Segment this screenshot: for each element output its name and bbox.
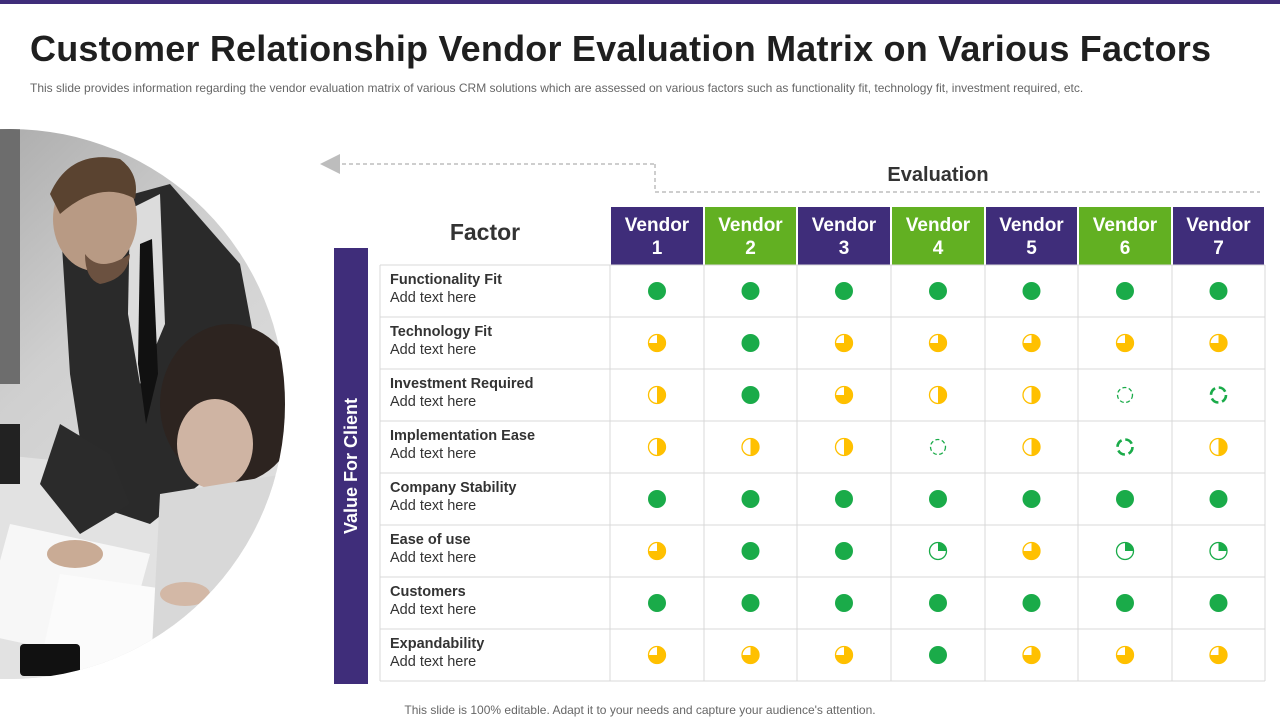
rating-full-icon (741, 282, 760, 300)
factor-row-functionality-fit: Functionality Fit Add text here (390, 272, 502, 306)
vendor-header-1: Vendor 1 (611, 207, 703, 265)
rating-half-icon (647, 437, 667, 457)
rating-full-icon (741, 490, 760, 508)
factor-row-technology-fit: Technology Fit Add text here (390, 324, 493, 358)
evaluation-label: Evaluation (887, 164, 989, 186)
factor-row-customers: Customers Add text here (390, 584, 477, 618)
vendor-header-2: Vendor 2 (705, 207, 796, 265)
rating-full-icon (741, 334, 760, 352)
rating-half-icon (1022, 437, 1041, 457)
rating-full-icon (835, 594, 853, 612)
rating-three-quarter-icon (834, 385, 854, 405)
rating-three-quarter-icon (1022, 645, 1041, 665)
rating-quarter-icon (1209, 541, 1228, 561)
rating-half-icon (741, 437, 760, 457)
rating-full-icon (929, 490, 947, 508)
rating-three-quarter-icon (928, 333, 948, 353)
factor-row-expandability: Expandability Add text here (390, 636, 485, 670)
rating-three-quarter-icon (647, 333, 667, 353)
rating-full-icon (648, 490, 666, 508)
vendor-header-5: Vendor 5 (986, 207, 1077, 265)
rating-empty-dashed-bold-icon (1116, 438, 1134, 456)
rating-three-quarter-icon (1115, 333, 1135, 353)
rating-full-icon (835, 282, 853, 300)
rating-full-icon (1022, 490, 1041, 508)
rating-full-icon (741, 386, 760, 404)
rating-full-icon (648, 282, 666, 300)
rating-full-icon (1116, 490, 1134, 508)
rating-empty-dashed-bold-icon (1209, 386, 1228, 404)
factor-row-investment-required: Investment Required Add text here (390, 376, 534, 410)
rating-half-icon (834, 437, 854, 457)
factor-header: Factor (449, 219, 521, 245)
rating-three-quarter-icon (647, 645, 667, 665)
rating-full-icon (1209, 282, 1228, 300)
rating-three-quarter-icon (834, 333, 854, 353)
rating-full-icon (648, 594, 666, 612)
rating-full-icon (741, 542, 760, 560)
rating-three-quarter-icon (1209, 333, 1228, 353)
rating-full-icon (835, 490, 853, 508)
rating-three-quarter-icon (834, 645, 854, 665)
rating-empty-dashed-icon (929, 438, 947, 456)
rating-full-icon (1116, 594, 1134, 612)
rating-full-icon (929, 594, 947, 612)
business-meeting-photo (0, 124, 285, 686)
rating-quarter-icon (1115, 541, 1135, 561)
vendor-header-4: Vendor 4 (892, 207, 984, 265)
factor-row-company-stability: Company Stability Add text here (390, 480, 517, 514)
rating-three-quarter-icon (1209, 645, 1228, 665)
value-for-client-bar: Value For Client (334, 248, 368, 684)
top-accent-bar (0, 0, 1280, 4)
rating-three-quarter-icon (1022, 541, 1041, 561)
rating-full-icon (741, 594, 760, 612)
rating-three-quarter-icon (647, 541, 667, 561)
factor-row-ease-of-use: Ease of use Add text here (390, 532, 477, 566)
page-title: Customer Relationship Vendor Evaluation … (30, 28, 1212, 69)
factor-row-implementation-ease: Implementation Ease Add text here (390, 428, 536, 462)
rating-half-icon (928, 385, 948, 405)
rating-three-quarter-icon (1022, 333, 1041, 353)
evaluation-arrow (320, 154, 1260, 193)
rating-half-icon (647, 385, 667, 405)
rating-empty-dashed-icon (1116, 386, 1134, 404)
rating-full-icon (835, 542, 853, 560)
rating-half-icon (1022, 385, 1041, 405)
rating-quarter-icon (928, 541, 948, 561)
rating-full-icon (1209, 490, 1228, 508)
rating-three-quarter-icon (1115, 645, 1135, 665)
rating-full-icon (1022, 282, 1041, 300)
rating-half-icon (1209, 437, 1228, 457)
vendor-header-3: Vendor 3 (798, 207, 890, 265)
rating-full-icon (929, 646, 947, 664)
rating-full-icon (1209, 594, 1228, 612)
rating-three-quarter-icon (741, 645, 760, 665)
rating-full-icon (1116, 282, 1134, 300)
rating-full-icon (1022, 594, 1041, 612)
vendor-header-6: Vendor 6 (1079, 207, 1171, 265)
rating-full-icon (929, 282, 947, 300)
footer-note: This slide is 100% editable. Adapt it to… (404, 703, 876, 717)
page-subtitle: This slide provides information regardin… (30, 81, 1084, 95)
vendor-header-7: Vendor 7 (1173, 207, 1264, 265)
